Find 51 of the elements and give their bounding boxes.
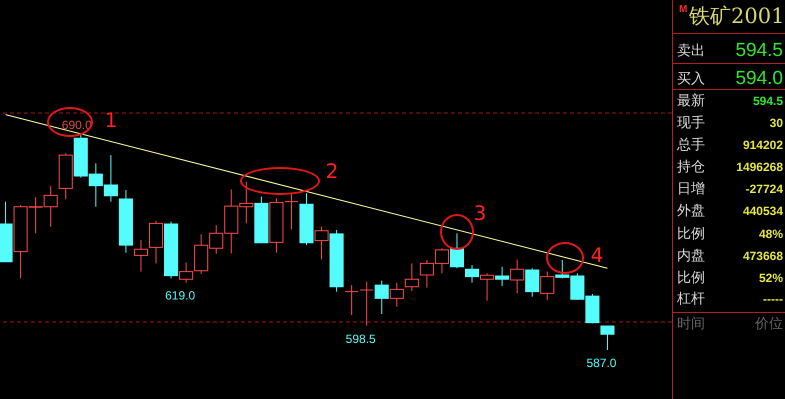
text: 最新 bbox=[677, 92, 705, 110]
text: 440534 bbox=[742, 204, 783, 218]
text: 914202 bbox=[742, 138, 783, 152]
text: 外盘 bbox=[677, 202, 705, 220]
text: 价位 bbox=[755, 315, 783, 333]
text: 日增 bbox=[677, 180, 705, 198]
text: 时间 bbox=[677, 315, 705, 333]
candlestick bbox=[450, 232, 464, 269]
text: 比例 bbox=[677, 269, 705, 287]
text: 杠杆 bbox=[677, 290, 705, 308]
annotation: 4 bbox=[590, 243, 604, 267]
text: 594.5 bbox=[735, 40, 783, 62]
text: 594.0 bbox=[735, 68, 783, 90]
candlestick bbox=[374, 280, 389, 314]
text: 30 bbox=[770, 116, 783, 130]
text: -27724 bbox=[746, 182, 783, 196]
candlestick bbox=[464, 264, 480, 284]
text: 598.5 bbox=[346, 332, 376, 346]
text: 铁矿2001 bbox=[689, 3, 784, 30]
text: 卖出 bbox=[677, 42, 705, 60]
candlestick bbox=[495, 266, 510, 286]
text: 619.0 bbox=[165, 288, 196, 303]
annotation: 3 bbox=[474, 201, 486, 225]
candlestick bbox=[540, 271, 554, 301]
candlestick bbox=[360, 281, 374, 326]
text: 内盘 bbox=[677, 247, 705, 265]
candlestick bbox=[525, 268, 540, 298]
text: 买入 bbox=[677, 70, 705, 88]
text: 52% bbox=[758, 271, 783, 285]
candlestick bbox=[134, 240, 148, 272]
text: 587.0 bbox=[586, 356, 616, 370]
text: 比例 bbox=[677, 225, 705, 243]
text: 总手 bbox=[677, 136, 705, 154]
annotation: 2 bbox=[326, 159, 338, 183]
text: 473668 bbox=[742, 249, 783, 263]
text: ----- bbox=[763, 292, 783, 306]
candlestick bbox=[390, 282, 404, 308]
text: 1496268 bbox=[736, 160, 783, 174]
candlestick bbox=[314, 226, 329, 260]
text: 现手 bbox=[677, 114, 705, 132]
text: 持仓 bbox=[677, 158, 705, 176]
text: 48% bbox=[758, 227, 783, 241]
candlestick bbox=[404, 262, 419, 292]
candlestick bbox=[344, 284, 359, 316]
candlestick bbox=[510, 258, 524, 294]
candlestick bbox=[480, 272, 494, 302]
candlestick bbox=[600, 325, 614, 350]
text: 1 bbox=[104, 108, 118, 132]
text: 594.5 bbox=[752, 94, 783, 108]
text: M bbox=[679, 4, 688, 15]
candlestick bbox=[284, 192, 298, 230]
